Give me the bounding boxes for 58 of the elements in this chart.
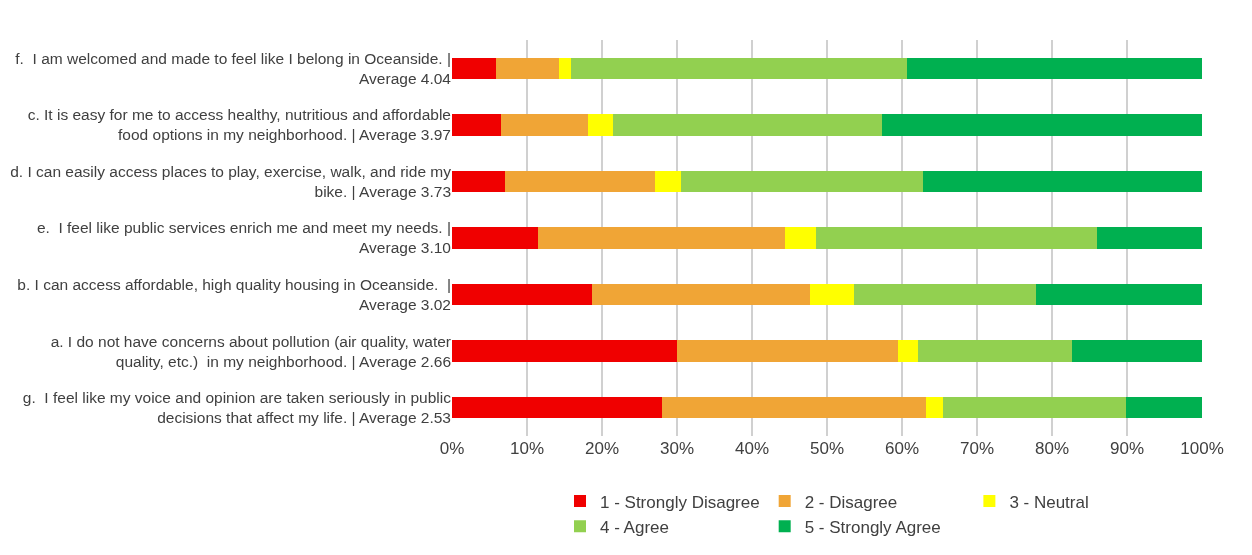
bar (452, 57, 496, 80)
bar (897, 340, 918, 362)
bar (654, 170, 681, 193)
bar (815, 227, 1097, 249)
bar (452, 396, 662, 419)
bar (809, 283, 854, 306)
bar (785, 227, 816, 249)
bar (923, 170, 1202, 193)
y-tick-label: b. I can access affordable, high quality housing in Oceanside. | Average 3.02 (17, 275, 451, 314)
bar (680, 170, 923, 193)
bar (591, 283, 810, 306)
bar (1071, 340, 1202, 362)
bar (452, 340, 677, 362)
bar (452, 283, 592, 306)
bar (926, 396, 944, 419)
bar (612, 114, 882, 136)
y-tick-label: e. I feel like public services enrich me and meet my needs. | Average 3.10 (36, 219, 452, 257)
bar (677, 340, 898, 362)
legend-label: 3 - Neutral (1009, 492, 1089, 512)
x-tick-label: 40% (734, 439, 770, 458)
bar (500, 114, 588, 136)
bar (854, 283, 1037, 306)
legend-label: 4 - Agree (600, 517, 669, 537)
bar (571, 57, 907, 80)
x-tick-label: 50% (809, 439, 845, 458)
bar (1036, 283, 1202, 306)
bar (1097, 227, 1202, 249)
bar (558, 57, 572, 80)
legend-label: 5 - Strongly Agree (804, 517, 941, 537)
y-tick-label: f. I am welcomed and made to feel like I belong in Oceanside. | Average 4.04 (15, 49, 452, 87)
legend-label: 2 - Disagree (804, 492, 898, 512)
x-tick-label: 30% (659, 439, 695, 458)
x-tick-label: 80% (1034, 439, 1070, 458)
y-tick-label: a. I do not have concerns about pollution (air quality, water quality, etc.) in my neighborhood. | Average 2.66 (50, 332, 451, 370)
bar (452, 170, 506, 193)
x-tick-label: 70% (959, 439, 995, 458)
x-tick-label: 60% (884, 439, 920, 458)
x-tick-label: 90% (1109, 439, 1145, 458)
bar (495, 57, 559, 80)
y-tick-label: d. I can easily access places to play, exercise, walk, and ride my bike. | Average 3.73 (10, 162, 452, 200)
bar (881, 114, 1202, 136)
x-tick-label: 10% (509, 439, 545, 458)
x-tick-label: 0% (439, 439, 465, 458)
bar (538, 227, 785, 249)
bar (505, 170, 655, 193)
x-tick-label: 20% (584, 439, 620, 458)
bar (943, 396, 1127, 419)
bar (662, 396, 926, 419)
bar (1126, 396, 1202, 419)
x-tick-label: 100% (1180, 439, 1224, 458)
bar (452, 114, 501, 136)
bar (587, 114, 613, 136)
legend-label: 1 - Strongly Disagree (600, 492, 760, 512)
y-tick-label: c. It is easy for me to access healthy, nutritious and affordable food options in my neighborhood. | Average 3.97 (27, 106, 451, 144)
bar (906, 57, 1202, 80)
y-tick-label: g. I feel like my voice and opinion are taken seriously in public decisions that affect my life. | Average 2.53 (22, 389, 452, 427)
bar (917, 340, 1072, 362)
bar (452, 227, 539, 249)
